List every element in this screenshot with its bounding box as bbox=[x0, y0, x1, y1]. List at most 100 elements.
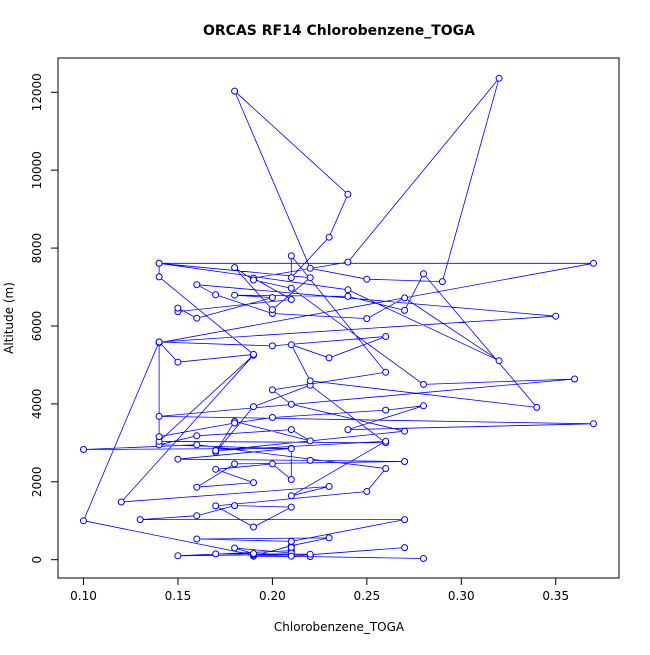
data-point bbox=[571, 375, 579, 383]
x-tick-label: 0.35 bbox=[542, 589, 569, 603]
data-point bbox=[231, 87, 239, 95]
data-point bbox=[287, 252, 295, 260]
data-point bbox=[268, 306, 276, 314]
x-axis: 0.10 0.15 0.20 0.25 0.30 0.35 bbox=[70, 577, 569, 603]
data-point bbox=[250, 479, 257, 487]
data-point bbox=[193, 432, 201, 440]
data-point bbox=[287, 445, 295, 453]
y-tick-label: 4000 bbox=[30, 389, 44, 420]
data-point bbox=[193, 314, 201, 322]
data-point bbox=[306, 456, 314, 464]
data-point bbox=[306, 274, 314, 282]
data-point bbox=[382, 368, 390, 376]
series-line-0 bbox=[82, 78, 594, 559]
data-point bbox=[80, 517, 87, 525]
data-point bbox=[136, 516, 144, 524]
data-point bbox=[401, 458, 409, 465]
x-tick-label: 0.25 bbox=[353, 589, 380, 603]
data-point bbox=[306, 550, 314, 558]
data-point bbox=[155, 338, 163, 346]
data-point bbox=[401, 544, 409, 552]
data-point bbox=[193, 512, 201, 520]
data-point bbox=[268, 294, 276, 302]
data-point bbox=[193, 483, 201, 491]
data-point bbox=[231, 264, 239, 272]
data-point bbox=[174, 304, 182, 312]
data-point bbox=[344, 292, 352, 300]
y-tick-label: 12000 bbox=[30, 73, 44, 111]
data-point bbox=[155, 259, 163, 267]
data-point bbox=[306, 264, 314, 272]
data-point bbox=[287, 341, 295, 349]
data-point bbox=[382, 437, 390, 445]
series-layer bbox=[80, 74, 597, 562]
data-point bbox=[212, 502, 220, 510]
data-point bbox=[231, 544, 239, 552]
data-point bbox=[155, 273, 163, 281]
data-point bbox=[344, 258, 352, 266]
data-point bbox=[80, 446, 87, 453]
y-tick-label: 6000 bbox=[30, 311, 44, 342]
data-point bbox=[420, 270, 427, 278]
data-point bbox=[287, 296, 295, 303]
data-point bbox=[495, 357, 503, 365]
data-point bbox=[552, 312, 560, 320]
data-point bbox=[401, 294, 409, 302]
data-point bbox=[287, 400, 295, 408]
chart-title: ORCAS RF14 Chlorobenzene_TOGA bbox=[203, 23, 475, 39]
data-point bbox=[155, 412, 163, 420]
y-axis: 0 2000 4000 6000 8000 10000 12000 bbox=[30, 73, 59, 564]
data-point bbox=[287, 552, 295, 560]
data-point bbox=[325, 534, 333, 542]
data-point bbox=[287, 284, 295, 292]
x-tick-label: 0.30 bbox=[448, 589, 475, 603]
x-tick-label: 0.10 bbox=[70, 589, 97, 603]
data-point bbox=[363, 275, 371, 283]
data-point bbox=[212, 550, 220, 558]
data-point bbox=[174, 552, 182, 560]
x-tick-label: 0.15 bbox=[165, 589, 192, 603]
data-point bbox=[212, 447, 220, 455]
y-tick-label: 0 bbox=[30, 556, 44, 564]
data-point bbox=[231, 291, 239, 299]
data-point bbox=[495, 74, 503, 82]
data-point bbox=[231, 419, 239, 427]
data-point bbox=[287, 274, 295, 282]
data-point bbox=[420, 402, 427, 410]
y-tick-label: 10000 bbox=[30, 151, 44, 189]
data-point bbox=[155, 433, 163, 441]
data-point bbox=[344, 190, 352, 198]
data-point bbox=[212, 465, 220, 473]
data-point bbox=[231, 502, 239, 510]
y-tick-label: 8000 bbox=[30, 233, 44, 264]
data-point bbox=[268, 460, 276, 468]
data-point bbox=[268, 386, 276, 394]
data-point bbox=[287, 503, 295, 511]
data-point bbox=[420, 555, 427, 562]
data-point bbox=[306, 437, 314, 445]
y-tick-label: 2000 bbox=[30, 467, 44, 498]
data-point bbox=[287, 492, 295, 500]
data-point bbox=[250, 350, 257, 358]
data-point bbox=[268, 342, 276, 350]
data-point bbox=[268, 414, 276, 421]
data-point bbox=[590, 259, 597, 267]
data-point bbox=[325, 354, 333, 362]
data-point bbox=[401, 427, 409, 435]
y-axis-label: Altitude (m) bbox=[2, 282, 16, 354]
data-point bbox=[117, 498, 125, 506]
data-point bbox=[174, 455, 182, 463]
data-point bbox=[287, 537, 295, 545]
data-point bbox=[325, 233, 333, 241]
data-point bbox=[382, 333, 390, 340]
data-point bbox=[287, 426, 295, 434]
data-point bbox=[231, 460, 239, 468]
data-point bbox=[401, 306, 409, 314]
data-point bbox=[174, 358, 182, 366]
data-point bbox=[590, 420, 597, 428]
data-point bbox=[363, 315, 371, 323]
x-axis-label: Chlorobenzene_TOGA bbox=[274, 620, 405, 634]
